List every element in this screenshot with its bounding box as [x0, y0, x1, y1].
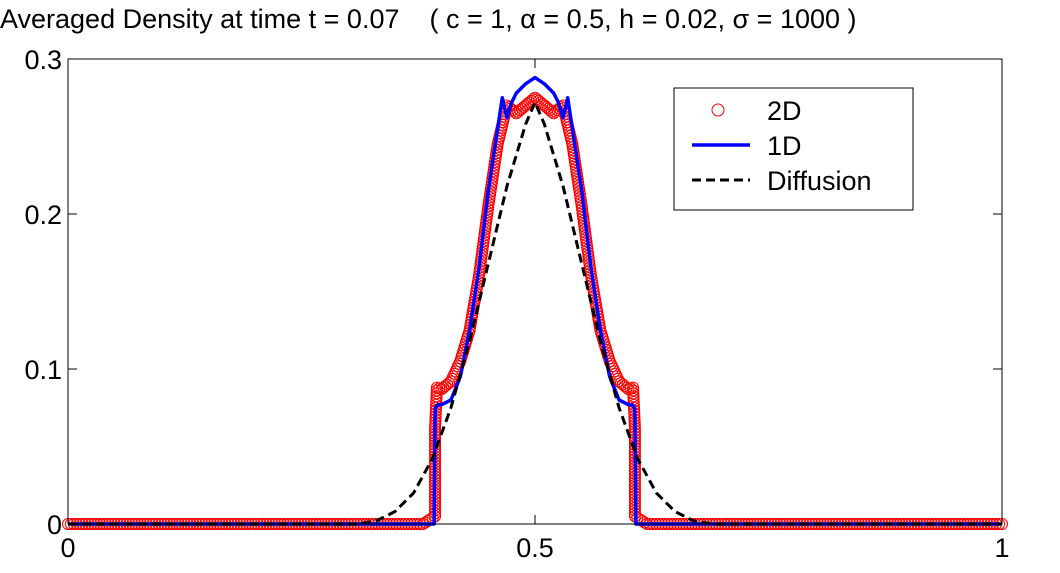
legend-box — [673, 87, 914, 211]
legend-label-2d: 2D — [767, 96, 802, 126]
series-2d-point — [627, 387, 640, 400]
x-tick-label: 0.5 — [516, 533, 554, 563]
series-2d-point — [545, 105, 558, 118]
x-tick-label: 1 — [994, 533, 1009, 563]
legend-marker-2d — [711, 103, 725, 117]
y-tick-label: 0.2 — [24, 200, 62, 230]
legend-item-1d: 1D — [692, 131, 802, 161]
legend: 2D 1D Diffusion — [673, 87, 914, 211]
y-tick-label: 0.3 — [24, 45, 62, 75]
y-tick-label: 0 — [47, 510, 62, 540]
series-2d-point — [627, 381, 640, 394]
series-1d-line — [68, 75, 1002, 526]
series-2d-point — [525, 94, 538, 107]
chart-title: Averaged Density at time t = 0.07 ( c = … — [0, 4, 857, 34]
series-2d-point — [627, 384, 640, 397]
series-2d-point — [443, 376, 456, 389]
series-2d-point — [543, 104, 556, 117]
x-tick-label: 0 — [60, 533, 75, 563]
series-2d-point — [627, 390, 640, 403]
legend-item-diffusion: Diffusion — [692, 166, 872, 196]
legend-item-2d: 2D — [711, 96, 802, 126]
axis-ticks: 0 0.5 1 0 0.1 0.2 0.3 — [24, 45, 1009, 563]
legend-label-diffusion: Diffusion — [767, 166, 872, 196]
y-tick-label: 0.1 — [24, 355, 62, 385]
legend-label-1d: 1D — [767, 131, 802, 161]
